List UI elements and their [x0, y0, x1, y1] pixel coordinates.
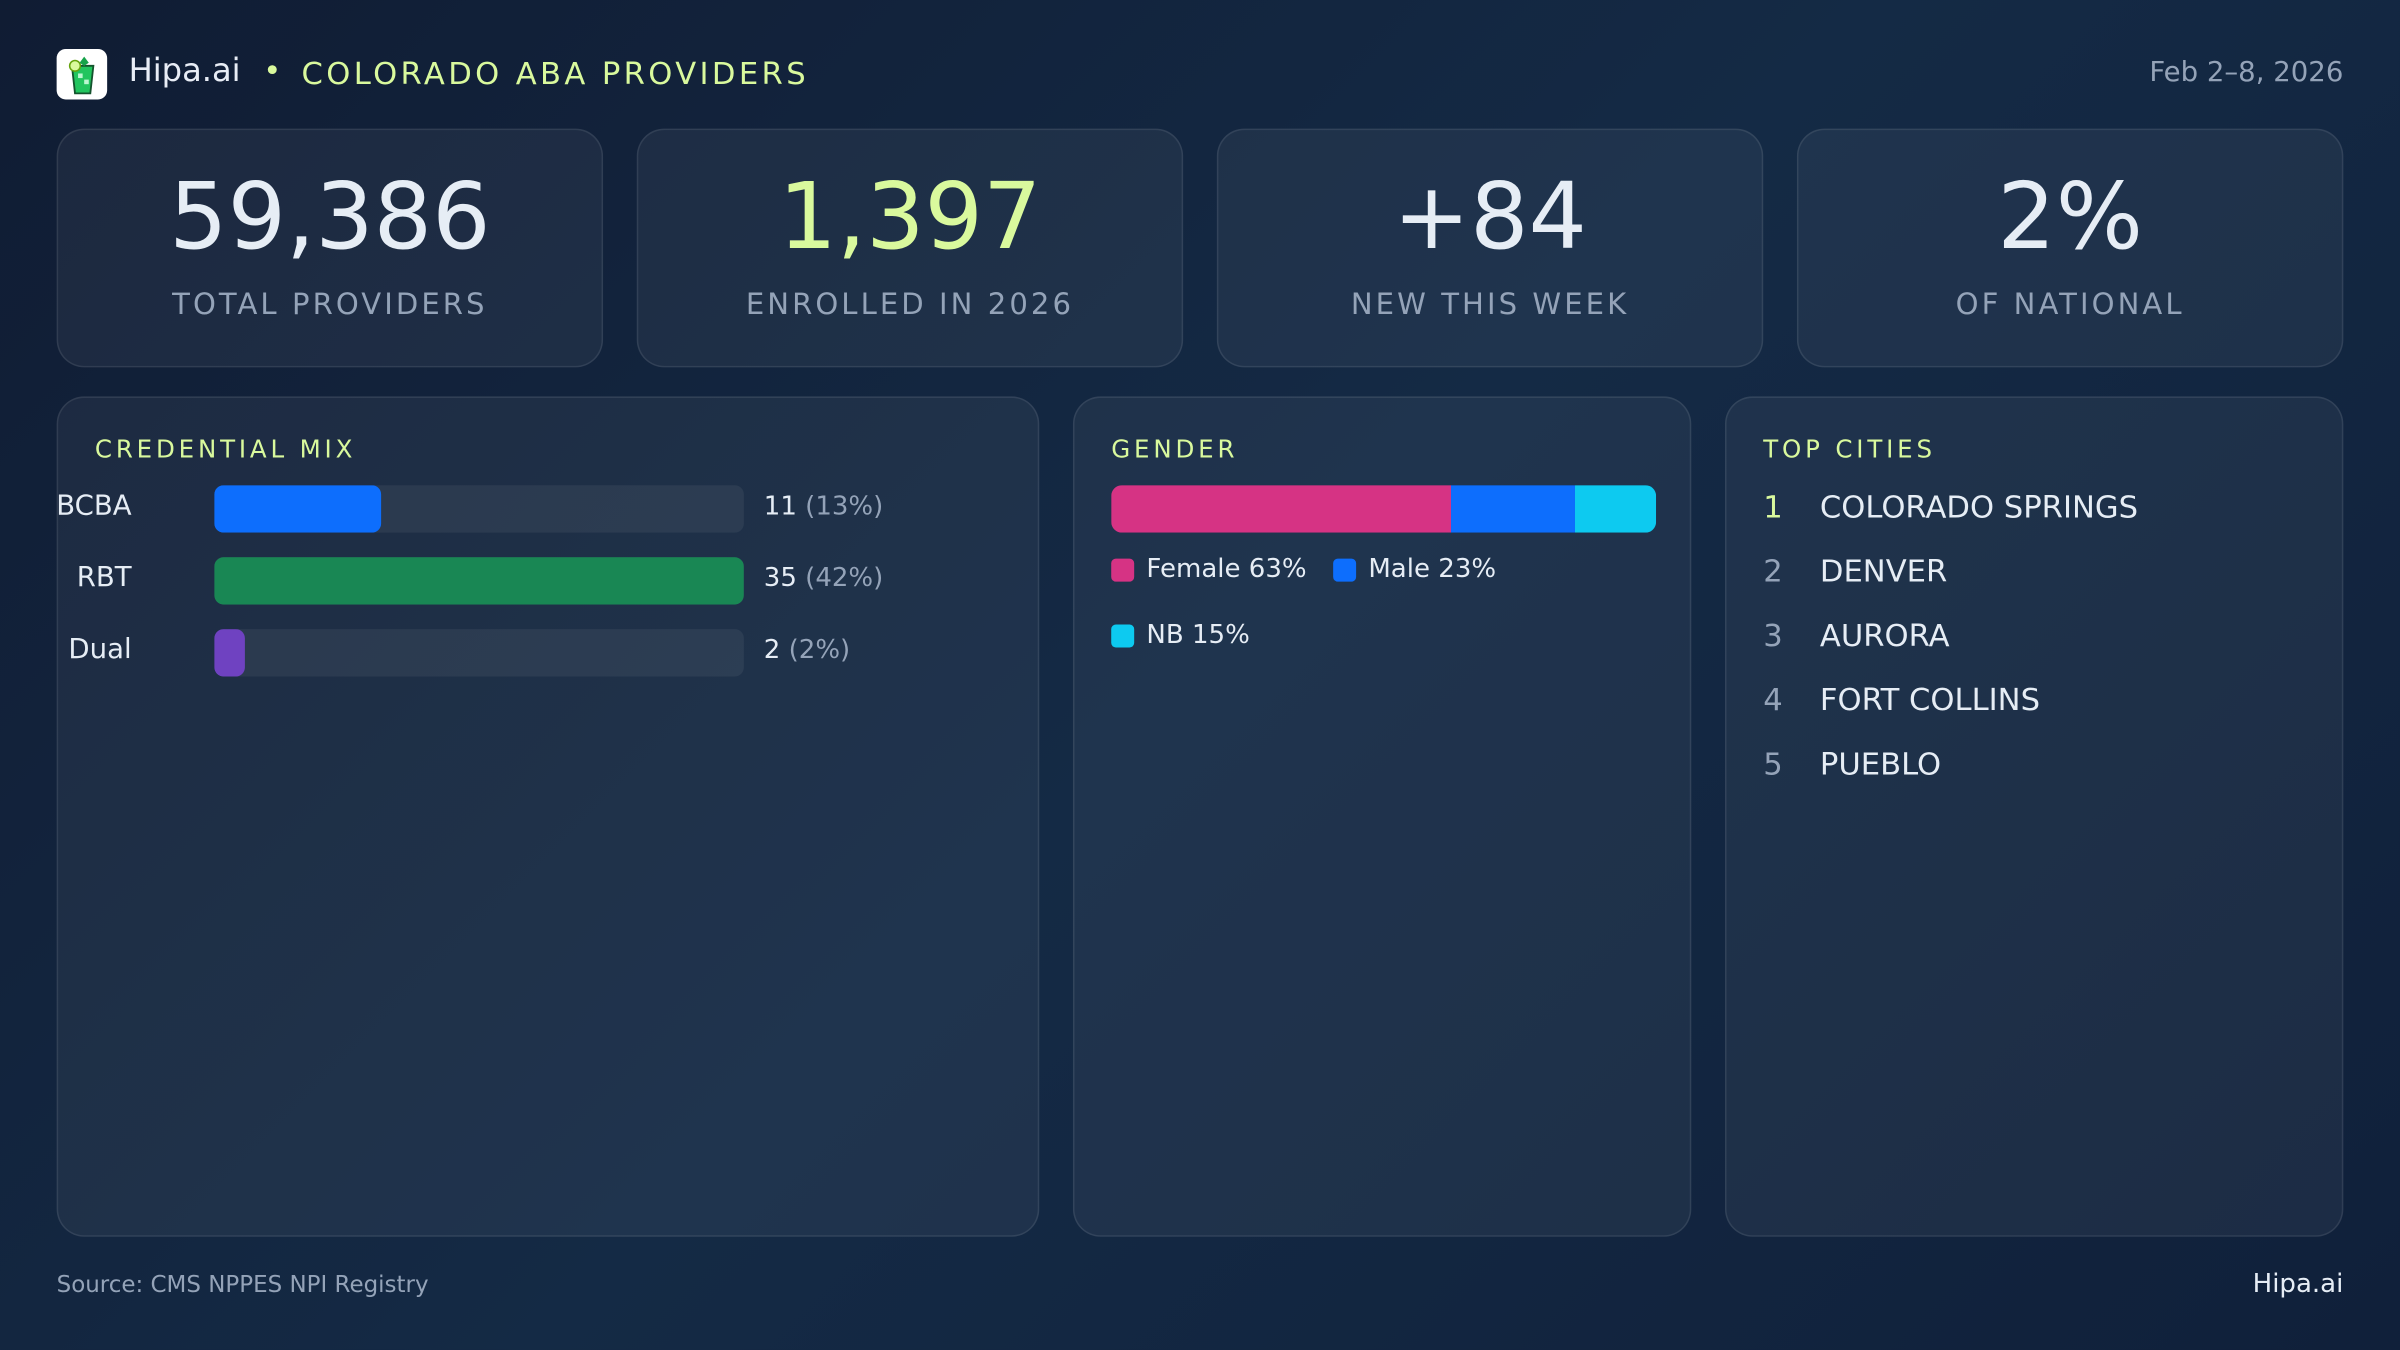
gender-segment: [1111, 485, 1452, 533]
credential-bar-fill: [214, 557, 744, 605]
credential-bar-fill: [214, 485, 381, 533]
source-note: Source: CMS NPPES NPI Registry: [56, 1270, 429, 1298]
credential-bar-track: [214, 485, 744, 533]
top-cities-panel: TOP CITIES 1 COLORADO SPRINGS 2 DENVER 3 AU…: [1724, 396, 2344, 1237]
city-item: 1 COLORADO SPRINGS: [1763, 488, 2138, 525]
credential-value: 11 (13%): [764, 491, 884, 522]
brand-name: Hipa.ai: [128, 52, 241, 89]
credential-bar-track: [214, 629, 744, 677]
panel-title: CREDENTIAL MIX: [94, 434, 357, 464]
credential-row-rbt: RBT 35 (42%): [58, 557, 976, 605]
gender-panel: GENDER Female 63% Male 23% NB 15%: [1072, 396, 1692, 1237]
legend-label: NB 15%: [1146, 619, 1250, 651]
gender-segment: [1575, 485, 1657, 533]
legend-label: Male 23%: [1368, 554, 1497, 585]
legend-swatch: [1111, 557, 1135, 581]
legend-swatch: [1111, 623, 1135, 647]
kpi-value: 2%: [1997, 163, 2143, 271]
credential-pct: (13%): [805, 491, 884, 522]
city-rank: 2: [1763, 552, 1783, 590]
kpi-label: ENROLLED IN 2026: [745, 287, 1075, 322]
legend-male: Male 23%: [1333, 554, 1496, 585]
panel-title: GENDER: [1111, 434, 1239, 464]
date-range: Feb 2–8, 2026: [2149, 56, 2344, 89]
city-rank: 4: [1763, 681, 1783, 718]
legend-female: Female 63%: [1111, 554, 1307, 585]
separator-dot: •: [263, 52, 282, 89]
credential-row-bcba: BCBA 11 (13%): [56, 485, 976, 533]
city-name: PUEBLO: [1819, 745, 1942, 783]
kpi-of-national: 2% OF NATIONAL: [1796, 128, 2344, 368]
credential-label: Dual: [68, 633, 132, 666]
gender-stacked-bar: [1111, 485, 1657, 533]
kpi-value: 1,397: [778, 163, 1042, 271]
city-name: AURORA: [1819, 616, 1950, 654]
city-rank: 5: [1763, 745, 1783, 783]
gender-segment: [1451, 485, 1576, 533]
kpi-value: 59,386: [169, 163, 491, 271]
city-item: 3 AURORA: [1763, 617, 1949, 654]
credential-count: 11: [763, 491, 797, 522]
city-rank: 1: [1763, 488, 1783, 525]
legend-nb: NB 15%: [1111, 620, 1250, 651]
city-item: 4 FORT COLLINS: [1763, 681, 2040, 718]
credential-label: RBT: [76, 561, 132, 594]
credential-pct: (42%): [805, 563, 884, 594]
credential-value: 35 (42%): [764, 563, 884, 594]
credential-value: 2 (2%): [764, 635, 850, 666]
credential-bar-track: [214, 557, 744, 605]
city-rank: 3: [1763, 616, 1783, 654]
legend-swatch: [1333, 557, 1357, 581]
city-name: FORT COLLINS: [1819, 681, 2041, 718]
kpi-value: +84: [1393, 163, 1587, 271]
city-name: DENVER: [1819, 552, 1948, 590]
credential-count: 2: [763, 635, 781, 666]
panel-title: TOP CITIES: [1763, 434, 1936, 464]
city-item: 2 DENVER: [1763, 553, 1947, 590]
kpi-label: OF NATIONAL: [1955, 287, 2185, 322]
city-name: COLORADO SPRINGS: [1819, 488, 2139, 525]
credential-row-dual: Dual 2 (2%): [58, 629, 976, 677]
kpi-total-providers: 59,386 TOTAL PROVIDERS: [56, 128, 604, 368]
credential-count: 35: [763, 563, 797, 594]
kpi-enrolled: 1,397 ENROLLED IN 2026: [636, 128, 1184, 368]
kpi-label: NEW THIS WEEK: [1350, 287, 1630, 322]
hipa-logo-icon: [56, 48, 108, 100]
footer-brand: Hipa.ai: [2252, 1268, 2344, 1300]
legend-label: Female 63%: [1146, 554, 1307, 585]
page-title: COLORADO ABA PROVIDERS: [301, 55, 809, 92]
credential-pct: (2%): [788, 635, 851, 666]
credential-label: BCBA: [56, 489, 132, 522]
credential-bar-fill: [214, 629, 245, 677]
kpi-new-this-week: +84 NEW THIS WEEK: [1216, 128, 1764, 368]
city-item: 5 PUEBLO: [1763, 745, 1941, 782]
kpi-label: TOTAL PROVIDERS: [172, 287, 488, 322]
credential-mix-panel: CREDENTIAL MIX BCBA 11 (13%) RBT 35 (42%)…: [56, 396, 1040, 1237]
